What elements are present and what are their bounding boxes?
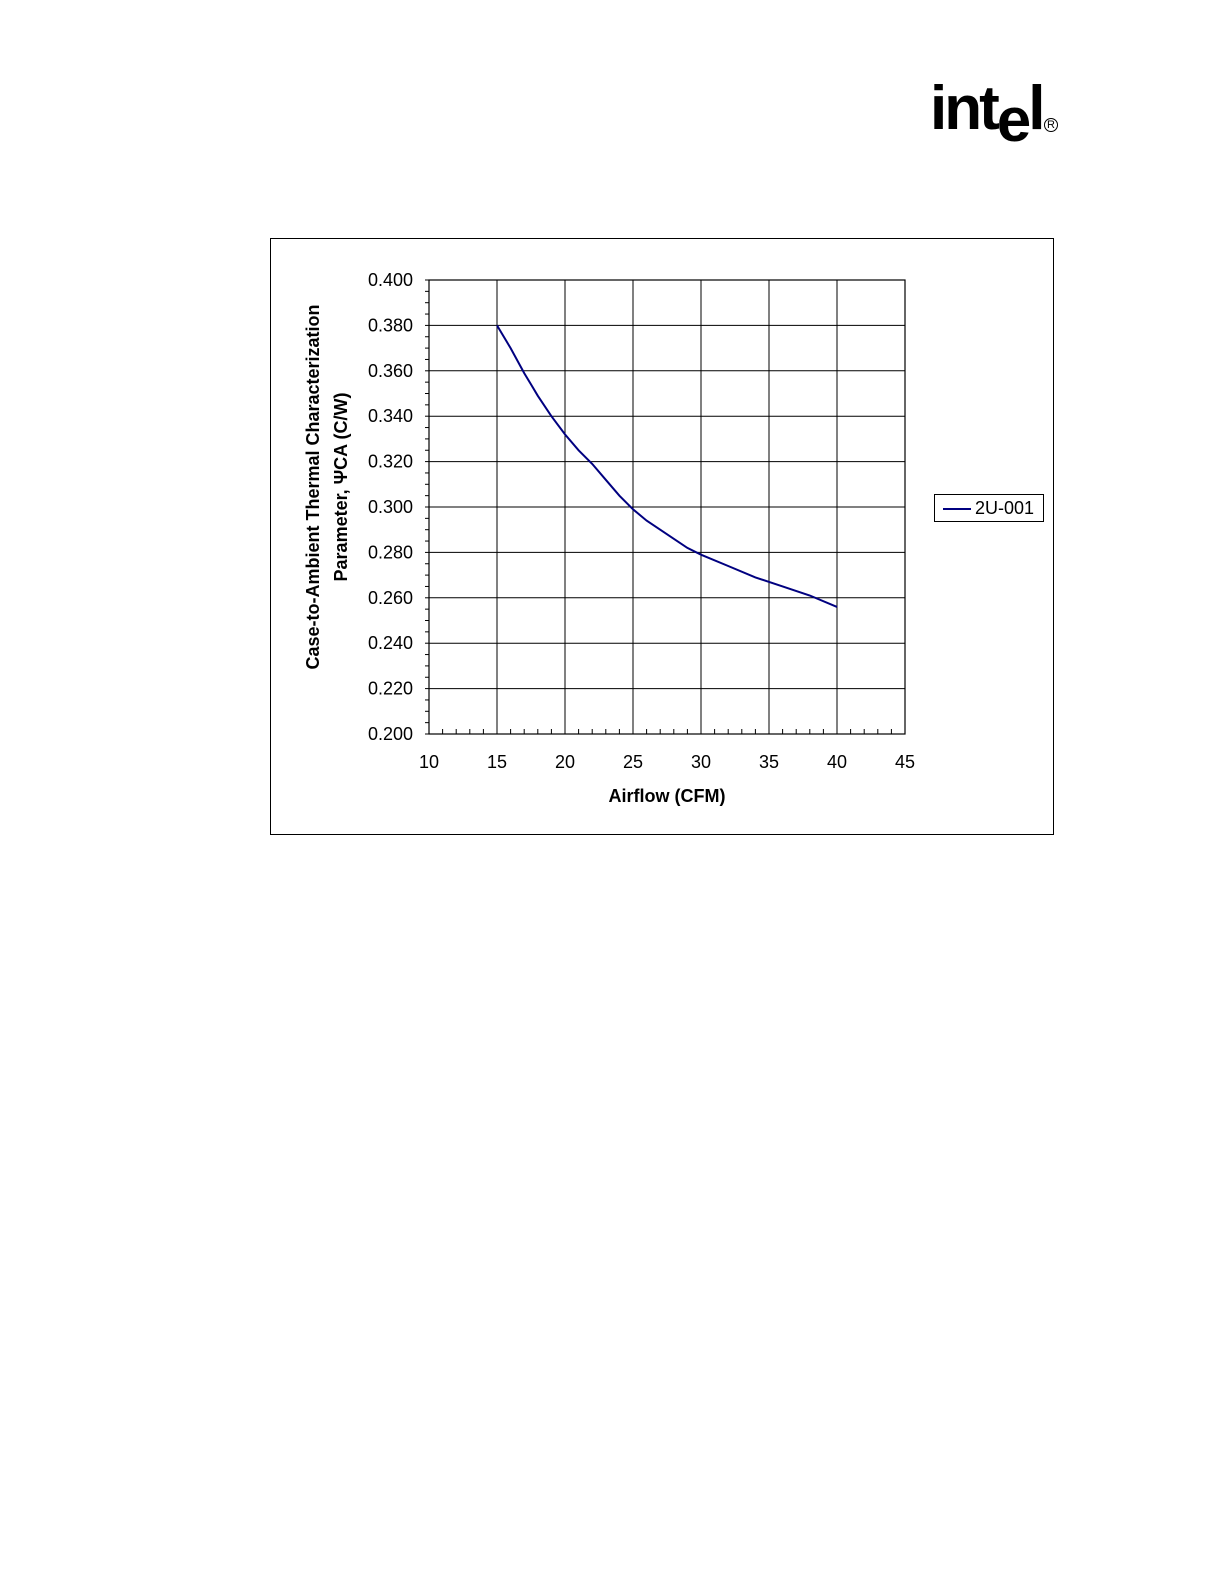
series-layer	[496, 324, 838, 608]
intel-logo: intel R	[930, 74, 1060, 155]
x-tick-label: 35	[759, 752, 779, 772]
x-tick-label: 40	[827, 752, 847, 772]
y-tick-label: 0.340	[368, 406, 413, 426]
legend-label: 2U-001	[975, 498, 1035, 518]
y-tick-label: 0.380	[368, 315, 413, 335]
y-tick-label: 0.220	[368, 679, 413, 699]
y-tick-label: 0.200	[368, 724, 413, 744]
x-tick-label: 45	[895, 752, 915, 772]
x-axis-title: Airflow (CFM)	[609, 786, 726, 806]
y-tick-label: 0.360	[368, 361, 413, 381]
legend: 2U-001	[934, 494, 1044, 522]
x-tick-label: 20	[555, 752, 575, 772]
y-tick-label: 0.320	[368, 452, 413, 472]
x-tick-label: 30	[691, 752, 711, 772]
plot-border	[428, 279, 906, 735]
registered-mark: R	[1044, 118, 1058, 132]
grid-layer	[428, 279, 906, 735]
y-axis-title-line1: Case-to-Ambient Thermal Characterization	[303, 304, 323, 669]
y-tick-label: 0.400	[368, 270, 413, 290]
y-tick-label: 0.300	[368, 497, 413, 517]
x-tick-label: 15	[487, 752, 507, 772]
x-tick-label: 10	[419, 752, 439, 772]
legend-swatch	[943, 508, 971, 510]
y-tick-label: 0.280	[368, 542, 413, 562]
y-axis-title-line2: Parameter, ΨCA (C/W)	[331, 393, 351, 582]
label-layer: 0.200 0.220 0.240 0.260 0.280 0.300 0.320 0.340…	[368, 270, 915, 772]
series-line-2U-001	[496, 324, 838, 608]
y-tick-label: 0.240	[368, 633, 413, 653]
x-tick-label: 25	[623, 752, 643, 772]
y-tick-label: 0.260	[368, 588, 413, 608]
line-chart: 0.200 0.220 0.240 0.260 0.280 0.300 0.320 0.340…	[303, 270, 915, 806]
intel-logo-text: intel	[930, 74, 1045, 155]
chart-frame: 0.200 0.220 0.240 0.260 0.280 0.300 0.320 0.340…	[270, 238, 1054, 835]
